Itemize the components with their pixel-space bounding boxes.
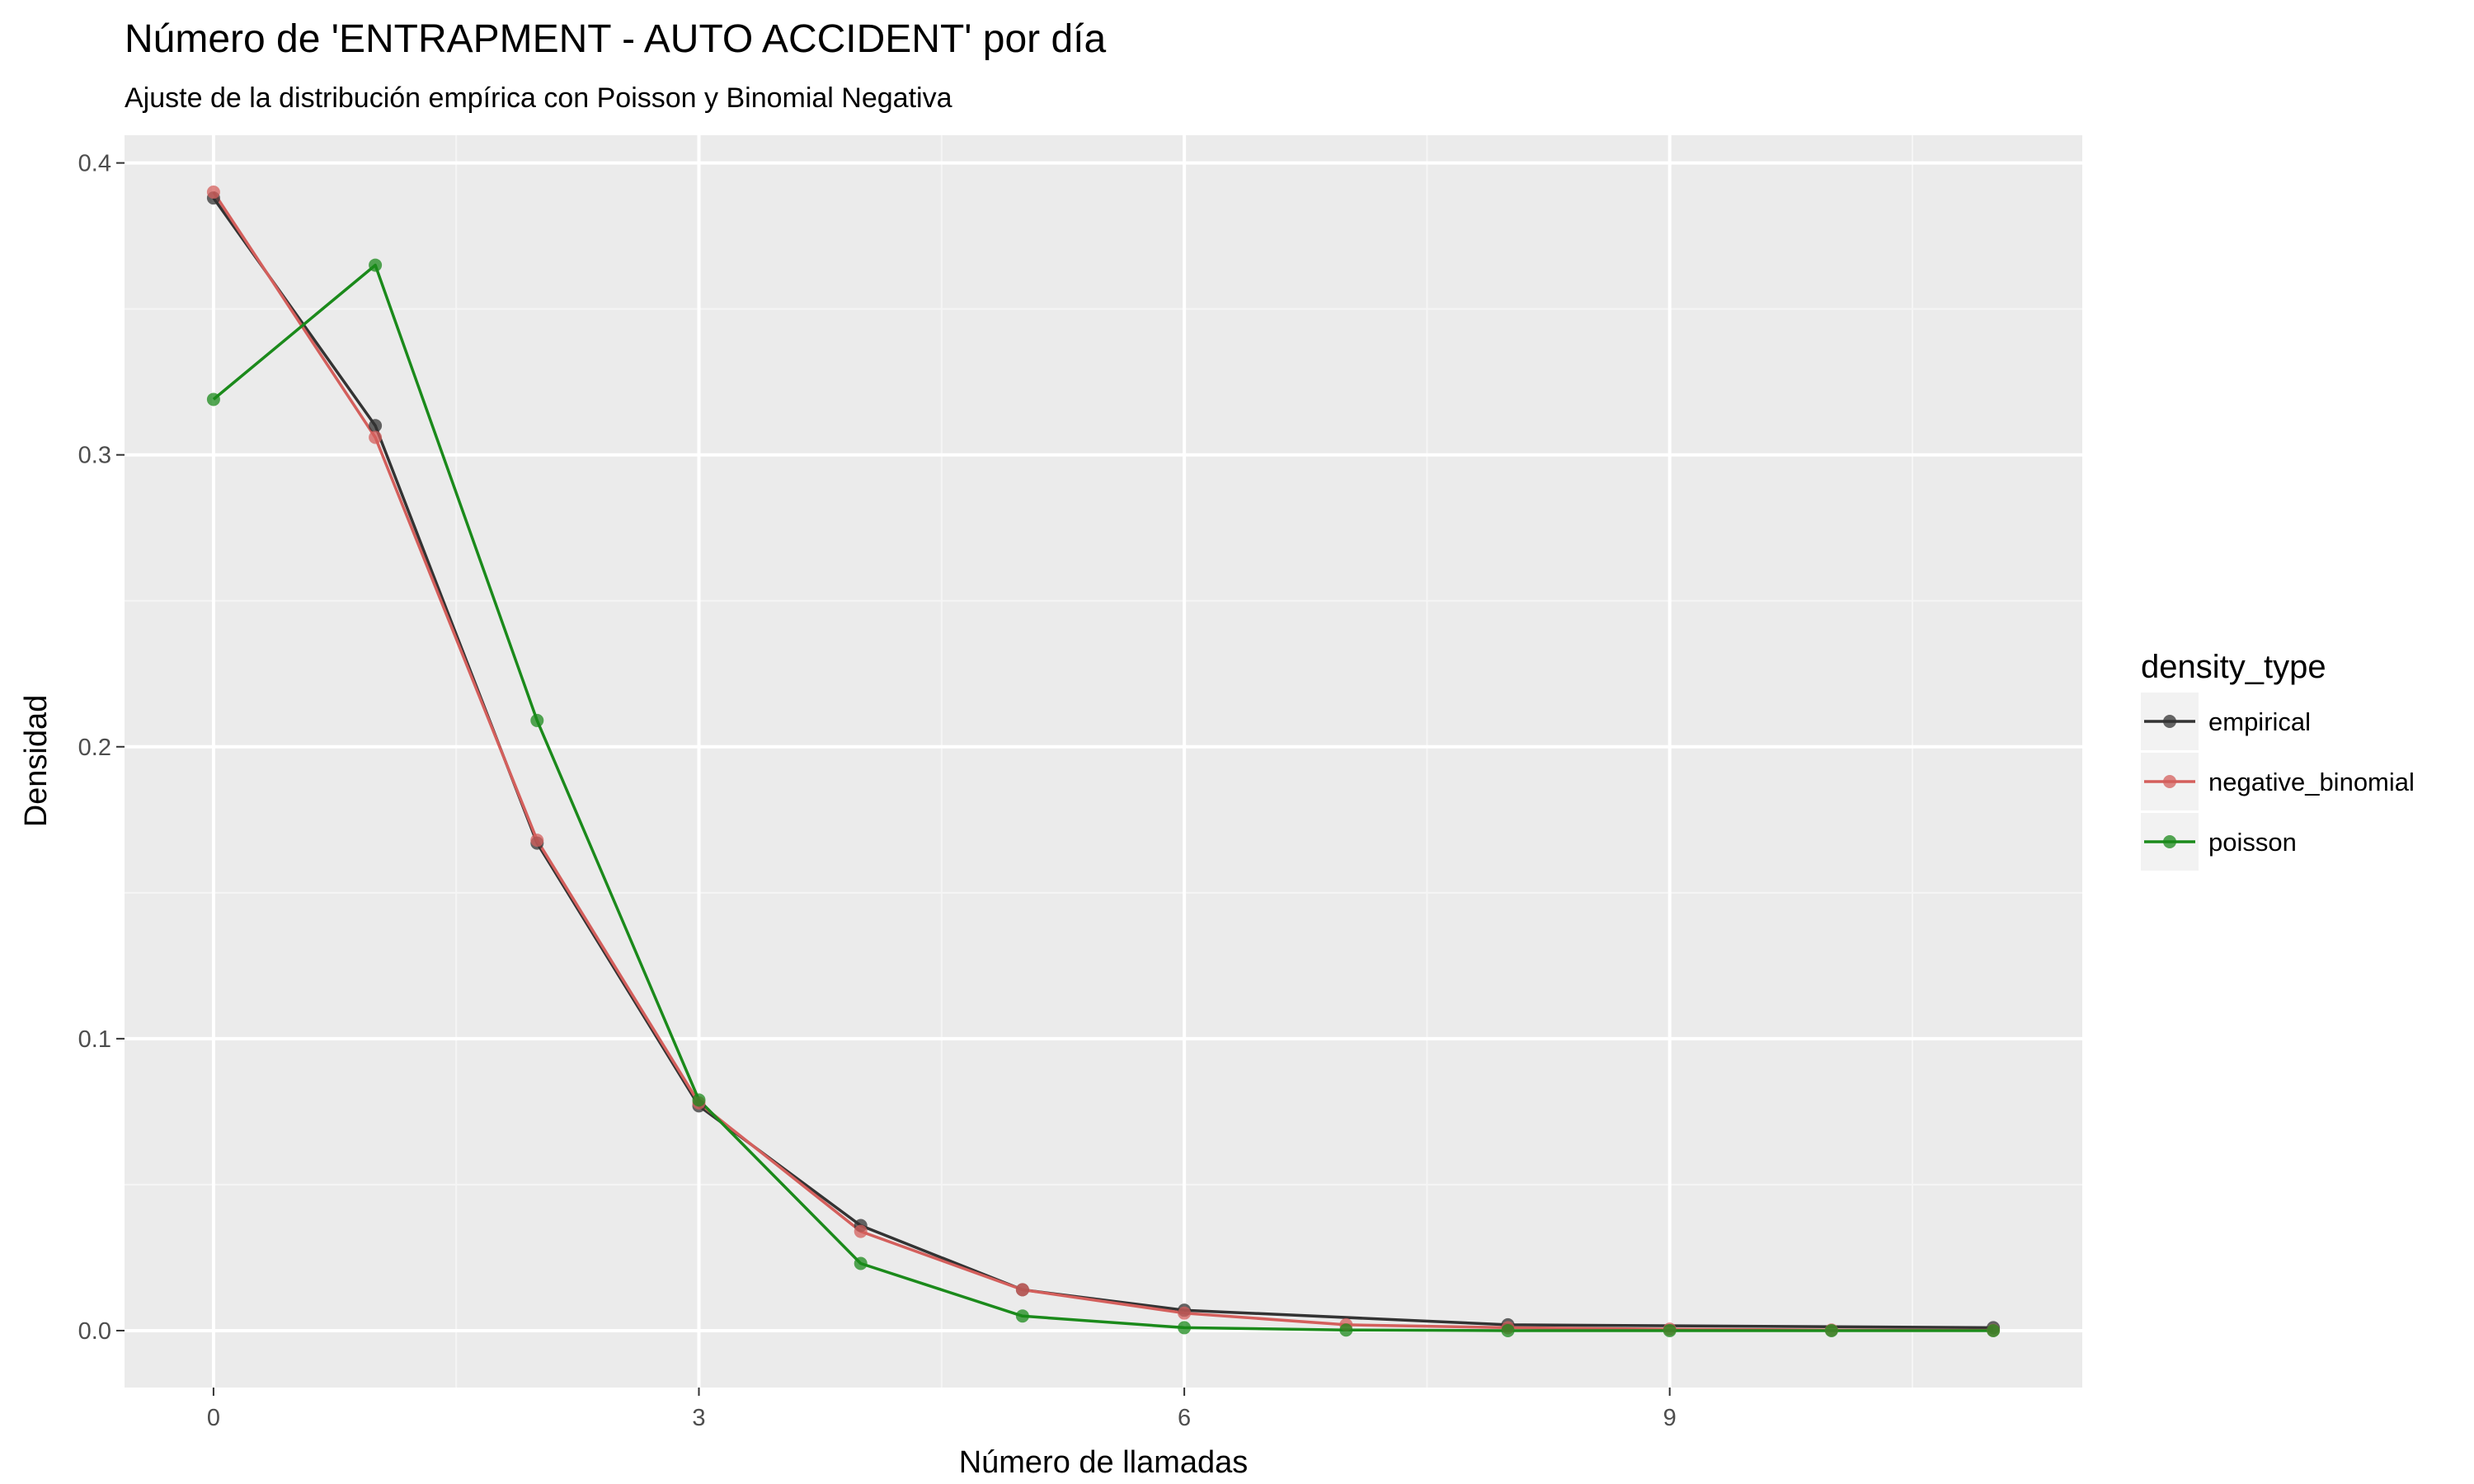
data-point-poisson — [1824, 1323, 1838, 1337]
data-point-poisson — [369, 258, 383, 272]
y-tick-label: 0.2 — [78, 735, 111, 761]
x-axis-title: Número de llamadas — [959, 1445, 1249, 1480]
data-point-poisson — [854, 1256, 868, 1270]
series-layer — [206, 186, 2001, 1337]
data-point-poisson — [1339, 1323, 1353, 1337]
axes: 0 3 6 9 0.0 0.1 0.2 0.3 0.4 — [78, 151, 1677, 1431]
data-point-poisson — [1178, 1321, 1192, 1335]
x-tick-label: 0 — [207, 1405, 220, 1431]
x-tick-label: 9 — [1663, 1405, 1677, 1431]
data-point-negative_binomial — [1015, 1283, 1029, 1297]
data-point-negative_binomial — [206, 186, 220, 200]
y-tick-label: 0.4 — [78, 151, 111, 177]
legend-key-point-poisson — [2163, 835, 2176, 848]
data-point-poisson — [530, 713, 544, 727]
y-axis-title: Densidad — [19, 695, 54, 828]
grid-minor — [125, 135, 2082, 1388]
legend-label-negative_binomial: negative_binomial — [2208, 768, 2415, 796]
data-point-poisson — [1501, 1323, 1515, 1337]
legend-label-empirical: empirical — [2208, 707, 2311, 736]
data-point-negative_binomial — [530, 834, 544, 848]
y-tick-label: 0.1 — [78, 1026, 111, 1053]
data-point-poisson — [1987, 1323, 2001, 1337]
legend-key-point-empirical — [2163, 715, 2176, 728]
series-line-poisson — [212, 263, 1994, 1332]
y-tick-label: 0.0 — [78, 1318, 111, 1345]
x-tick-label: 6 — [1178, 1405, 1191, 1431]
chart-title: Número de 'ENTRAPMENT - AUTO ACCIDENT' p… — [125, 17, 1107, 61]
legend-title: density_type — [2141, 649, 2326, 685]
data-point-negative_binomial — [854, 1224, 868, 1238]
data-point-poisson — [1663, 1323, 1677, 1337]
y-tick-label: 0.3 — [78, 443, 111, 469]
legend-label-poisson: poisson — [2208, 828, 2297, 857]
data-point-poisson — [1015, 1309, 1029, 1323]
data-point-poisson — [692, 1093, 706, 1107]
chart-subtitle: Ajuste de la distribución empírica con P… — [125, 82, 952, 114]
legend-key-point-negative_binomial — [2163, 775, 2176, 788]
data-point-negative_binomial — [369, 430, 383, 444]
x-tick-label: 3 — [692, 1405, 705, 1431]
plot-panel — [125, 135, 2082, 1388]
data-point-empirical — [369, 419, 383, 433]
legend: density_type empirical negative_binomialp… — [2141, 649, 2415, 871]
data-point-negative_binomial — [1178, 1306, 1192, 1320]
data-point-poisson — [206, 392, 220, 406]
